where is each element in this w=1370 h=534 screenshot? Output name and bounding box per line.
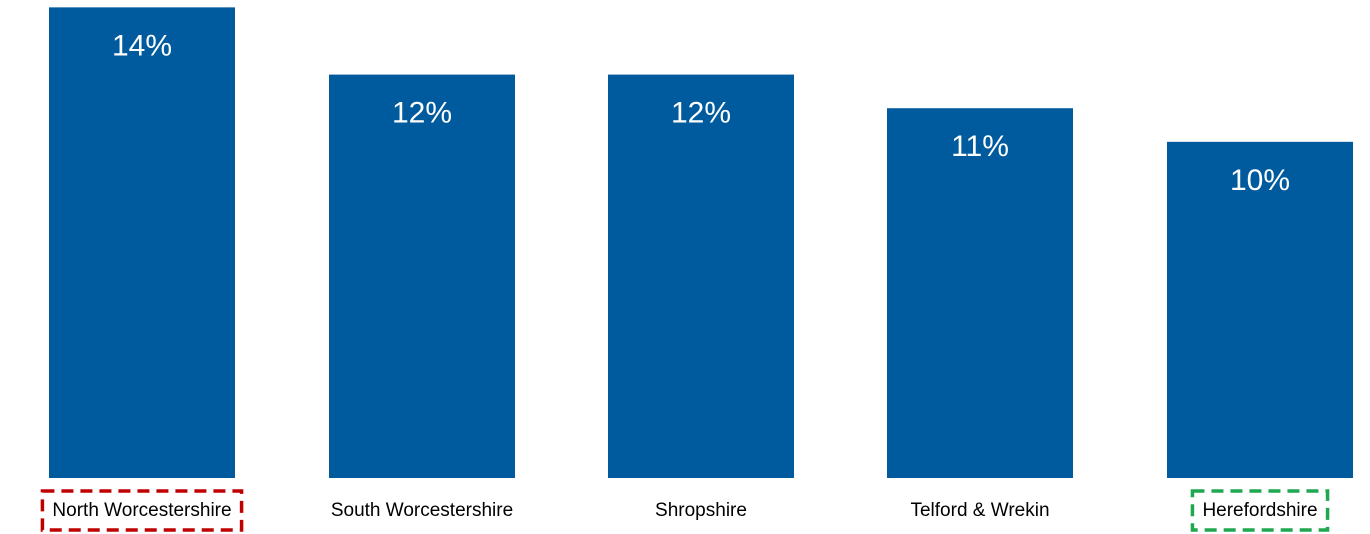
bar-herefordshire [1167,141,1353,479]
bar-north-worcestershire [49,7,235,479]
bar-shropshire [608,74,794,479]
bars-group: 14% 12% 12% 11% 10% [49,7,1353,479]
category-label-south-worcestershire: South Worcestershire [331,500,513,521]
category-label-north-worcestershire: North Worcestershire [52,500,231,521]
bar-telford-and-wrekin [887,108,1073,478]
data-label-herefordshire: 10% [1230,164,1290,197]
highlight-box-herefordshire [1190,489,1330,532]
highlight-boxes-group [40,489,1330,532]
data-label-north-worcestershire: 14% [112,29,172,62]
category-label-herefordshire: Herefordshire [1202,500,1317,521]
category-labels-group: North Worcestershire South Worcestershire… [52,500,1317,521]
highlight-box-north-worcestershire [40,489,244,532]
data-label-south-worcestershire: 12% [392,97,452,130]
bar-south-worcestershire [329,74,515,479]
data-label-shropshire: 12% [671,97,731,130]
data-label-telford-and-wrekin: 11% [951,130,1009,163]
category-label-telford-and-wrekin: Telford & Wrekin [910,500,1049,521]
category-label-shropshire: Shropshire [655,500,747,521]
